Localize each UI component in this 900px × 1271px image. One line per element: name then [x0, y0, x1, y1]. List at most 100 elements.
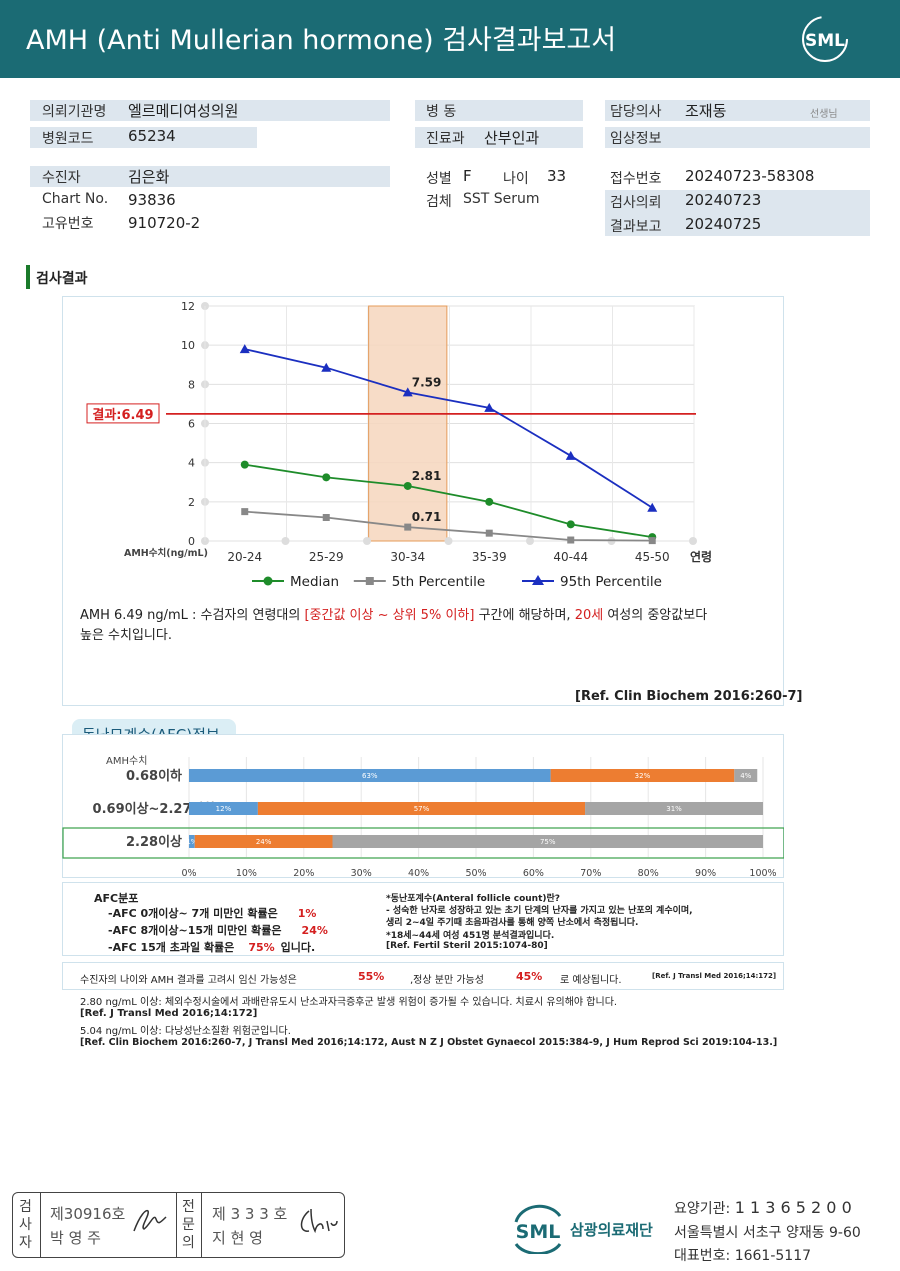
pregnancy-pct: 55% [358, 970, 385, 983]
svg-text:SML: SML [516, 1221, 561, 1243]
afc-dist-pct: 75% [248, 941, 275, 954]
x-tick-dot [281, 537, 290, 545]
p95-point [647, 502, 658, 512]
x-tick-label: 35-39 [472, 550, 507, 564]
footnote-3: 5.04 ng/mL 이상: 다낭성난소질환 위험군입니다. [80, 1026, 291, 1037]
y-tick-label: 6 [188, 418, 195, 431]
pregnancy-text2: ,정상 분만 가능성 [410, 975, 484, 986]
p95-point [239, 344, 250, 354]
p95-point [565, 450, 576, 460]
series-line-5th-percentile [244, 510, 653, 542]
footnote-4: [Ref. Clin Biochem 2016:260-7, J Transl … [80, 1037, 778, 1048]
median-point [240, 460, 249, 469]
afc-info-panel [62, 882, 784, 956]
y-axis-label: AMH수치(ng/mL) [124, 547, 208, 559]
org-code-value: 1 1 3 6 5 2 0 0 [734, 1198, 852, 1217]
svg-text:SML: SML [805, 31, 845, 51]
afc-x-tick: 90% [695, 868, 716, 879]
hospital-bar [30, 100, 390, 121]
results-title: 검사결과 [36, 271, 88, 287]
afc-x-tick: 10% [236, 868, 257, 879]
specimen-label: 검체 [426, 194, 452, 210]
tester-label: 검사자 [19, 1199, 32, 1251]
chart-no-value: 93836 [128, 191, 176, 209]
interpretation-ref: [Ref. Clin Biochem 2016:260-7] [575, 689, 803, 704]
patient-value: 김은화 [128, 168, 170, 186]
receipt-label: 접수번호 [610, 171, 662, 187]
data-label: 7.59 [412, 375, 442, 389]
median-point [566, 520, 575, 529]
sig-divider [201, 1192, 202, 1258]
pregnancy-text3: 로 예상됩니다. [560, 975, 622, 986]
median-point [322, 473, 331, 482]
report-header: AMH (Anti Mullerian hormone) 검사결과보고서 SML [0, 0, 900, 78]
afc-def-ref: [Ref. Fertil Steril 2015:1074-80] [386, 941, 548, 951]
interp-part5: 여성의 중앙값보다 [603, 608, 708, 623]
afc-x-tick: 100% [749, 868, 776, 879]
afc-x-tick: 30% [351, 868, 372, 879]
x-axis-label: 연령 [690, 549, 712, 564]
afc-bar-segment [189, 769, 551, 782]
ward-bar [415, 100, 583, 121]
clinical-label: 임상정보 [610, 131, 662, 147]
hospital-value: 엘르메디여성의원 [128, 102, 239, 120]
p5-point [241, 508, 249, 516]
afc-bar-segment [189, 802, 258, 815]
afc-x-tick: 50% [465, 868, 486, 879]
afc-bar-label: 12% [216, 805, 232, 813]
interp-part3: 구간에 해당하며, [474, 608, 575, 623]
patient-bar [30, 166, 390, 187]
signature-box [12, 1192, 345, 1258]
dept-bar [415, 127, 583, 148]
x-tick-dot [689, 537, 697, 545]
doctor-bar [605, 100, 870, 121]
afc-bar-segment [189, 835, 195, 848]
x-tick-label: 20-24 [227, 550, 262, 564]
afc-row-label: 0.69이상~2.27이하 [93, 801, 216, 817]
specialist-signature-icon [300, 1208, 338, 1234]
afc-dist-text: -AFC 15개 초과일 확률은 [108, 941, 235, 954]
tester-license: 제30916호 [50, 1205, 126, 1223]
tester-name: 박 영 주 [50, 1229, 101, 1247]
afc-row-label: 2.28이상 [126, 834, 182, 850]
legend-label: 95th Percentile [560, 574, 662, 590]
legend-marker [365, 577, 374, 585]
afc-dist-line: -AFC 8개이상~15개 미만인 확률은 24% [108, 922, 328, 938]
y-tick-label: 10 [181, 339, 195, 352]
interp-part1: AMH 6.49 ng/mL : 수검자의 연령대의 [80, 608, 305, 623]
afc-x-tick: 70% [580, 868, 601, 879]
specialist-name: 지 현 영 [212, 1229, 263, 1247]
median-point [485, 497, 494, 506]
legend-label: 5th Percentile [392, 574, 485, 590]
report-label: 결과보고 [610, 219, 662, 235]
interpretation-line2: 높은 수치입니다. [80, 628, 172, 643]
interp-age: 20세 [574, 608, 604, 623]
x-tick-dot [526, 537, 534, 545]
org-code-label: 요양기관: [674, 1201, 731, 1217]
doctor-suffix: 선생님 [810, 109, 838, 120]
request-bar [605, 190, 870, 236]
footnote-1: 2.80 ng/mL 이상: 체외수정시술에서 과배란유도시 난소과자극증후군 … [80, 997, 618, 1008]
interpretation-line1: AMH 6.49 ng/mL : 수검자의 연령대의 [중간값 이상 ~ 상위 … [80, 604, 707, 623]
median-point [403, 481, 412, 490]
x-tick-label: 45-50 [635, 550, 670, 564]
afc-x-tick: 20% [293, 868, 314, 879]
interp-range: [중간값 이상 ~ 상위 5% 이하] [304, 608, 475, 623]
x-tick-dot [363, 537, 371, 545]
delivery-pct: 45% [516, 970, 543, 983]
afc-dist-title: AFC분포 [94, 892, 139, 905]
y-tick-label: 12 [181, 300, 195, 313]
afc-bar-chart: 0% 10% 20% 30% 40% 50% 60% 70% 80% 90% 100% 0.68이하 6… [62, 757, 784, 879]
footnote-2: [Ref. J Transl Med 2016;14:172] [80, 1008, 258, 1019]
y-tick-label: 0 [188, 535, 195, 548]
report-title: AMH (Anti Mullerian hormone) 검사결과보고서 [26, 25, 617, 56]
afc-dist-end: 입니다. [280, 941, 316, 954]
afc-bar-label: 63% [362, 772, 378, 780]
request-label: 검사의뢰 [610, 195, 662, 211]
org-phone-label: 대표번호: [674, 1248, 731, 1264]
afc-highlight-box [62, 827, 784, 859]
series-line-95th-percentile [244, 348, 653, 509]
doctor-value: 조재동 [685, 102, 727, 120]
afc-bar-segment [194, 835, 333, 848]
pregnancy-ref: [Ref. J Transl Med 2016;14:172] [652, 972, 777, 980]
